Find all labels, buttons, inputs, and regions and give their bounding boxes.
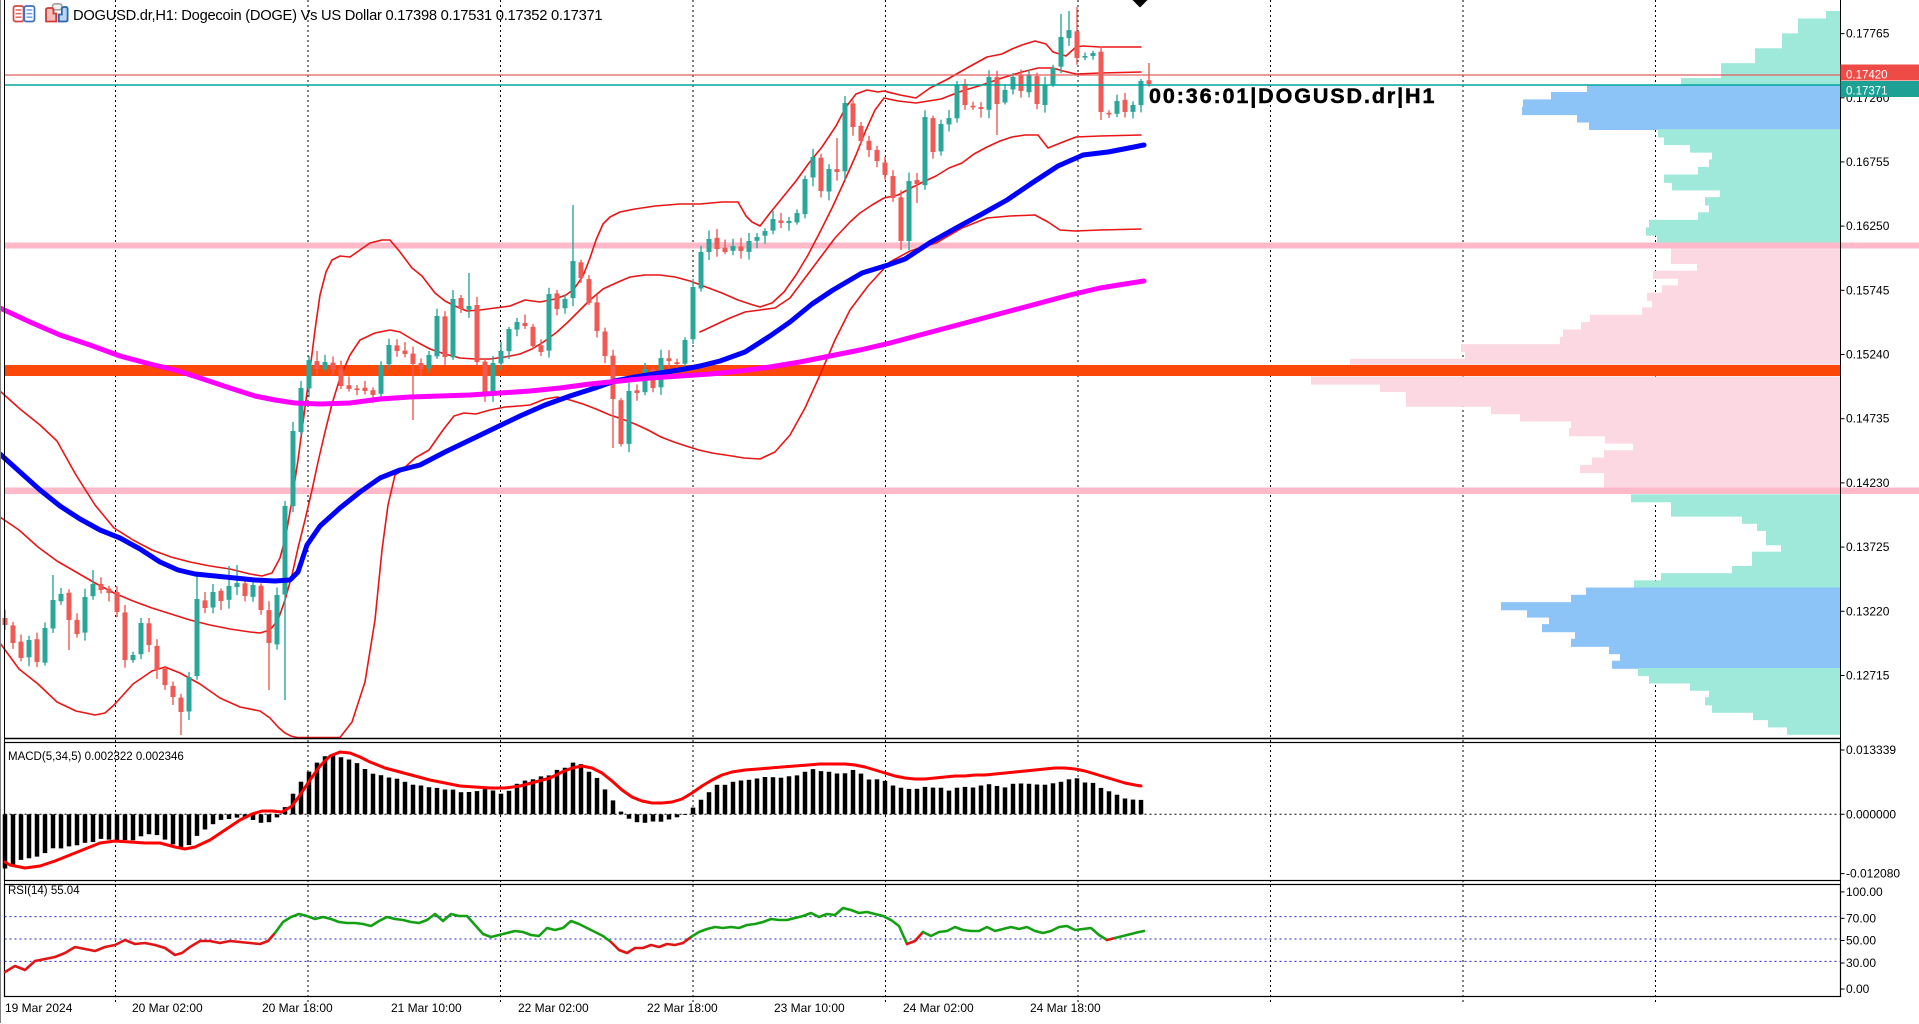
svg-text:0.17765: 0.17765 (1846, 27, 1890, 41)
svg-text:0.13725: 0.13725 (1846, 540, 1890, 554)
svg-text:0.15240: 0.15240 (1846, 348, 1890, 362)
svg-text:70.00: 70.00 (1846, 911, 1876, 925)
svg-text:0.00: 0.00 (1846, 982, 1870, 996)
svg-text:0.16755: 0.16755 (1846, 155, 1890, 169)
svg-text:20 Mar 02:00: 20 Mar 02:00 (132, 1001, 203, 1015)
svg-text:0.14735: 0.14735 (1846, 412, 1890, 426)
svg-text:21 Mar 10:00: 21 Mar 10:00 (391, 1001, 462, 1015)
svg-text:19 Mar 2024: 19 Mar 2024 (5, 1001, 73, 1015)
svg-text:0.12715: 0.12715 (1846, 669, 1890, 683)
svg-text:0.14230: 0.14230 (1846, 476, 1890, 490)
svg-text:0.13220: 0.13220 (1846, 604, 1890, 618)
svg-text:0.16250: 0.16250 (1846, 219, 1890, 233)
svg-text:MACD(5,34,5) 0.002322 0.002346: MACD(5,34,5) 0.002322 0.002346 (8, 751, 184, 763)
svg-text:22 Mar 02:00: 22 Mar 02:00 (518, 1001, 589, 1015)
svg-text:30.00: 30.00 (1846, 956, 1876, 970)
svg-text:0.000000: 0.000000 (1846, 807, 1896, 821)
svg-text:50.00: 50.00 (1846, 934, 1876, 948)
svg-text:22 Mar 18:00: 22 Mar 18:00 (647, 1001, 718, 1015)
svg-text:0.15745: 0.15745 (1846, 283, 1890, 297)
svg-text:RSI(14) 55.04: RSI(14) 55.04 (8, 885, 80, 897)
svg-text:23 Mar 10:00: 23 Mar 10:00 (774, 1001, 845, 1015)
svg-text:0.17371: 0.17371 (1846, 86, 1888, 98)
svg-text:0.013339: 0.013339 (1846, 743, 1896, 757)
svg-text:-0.012080: -0.012080 (1846, 867, 1900, 881)
svg-text:0.17420: 0.17420 (1846, 70, 1888, 82)
svg-text:100.00: 100.00 (1846, 885, 1883, 899)
svg-text:00:36:01|DOGUSD.dr|H1: 00:36:01|DOGUSD.dr|H1 (1149, 84, 1436, 108)
svg-text:20 Mar 18:00: 20 Mar 18:00 (262, 1001, 333, 1015)
svg-text:24 Mar 18:00: 24 Mar 18:00 (1030, 1001, 1101, 1015)
svg-text:DOGUSD.dr,H1: Dogecoin (DOGE): DOGUSD.dr,H1: Dogecoin (DOGE) Vs US Doll… (73, 8, 602, 24)
svg-text:24 Mar 02:00: 24 Mar 02:00 (903, 1001, 974, 1015)
